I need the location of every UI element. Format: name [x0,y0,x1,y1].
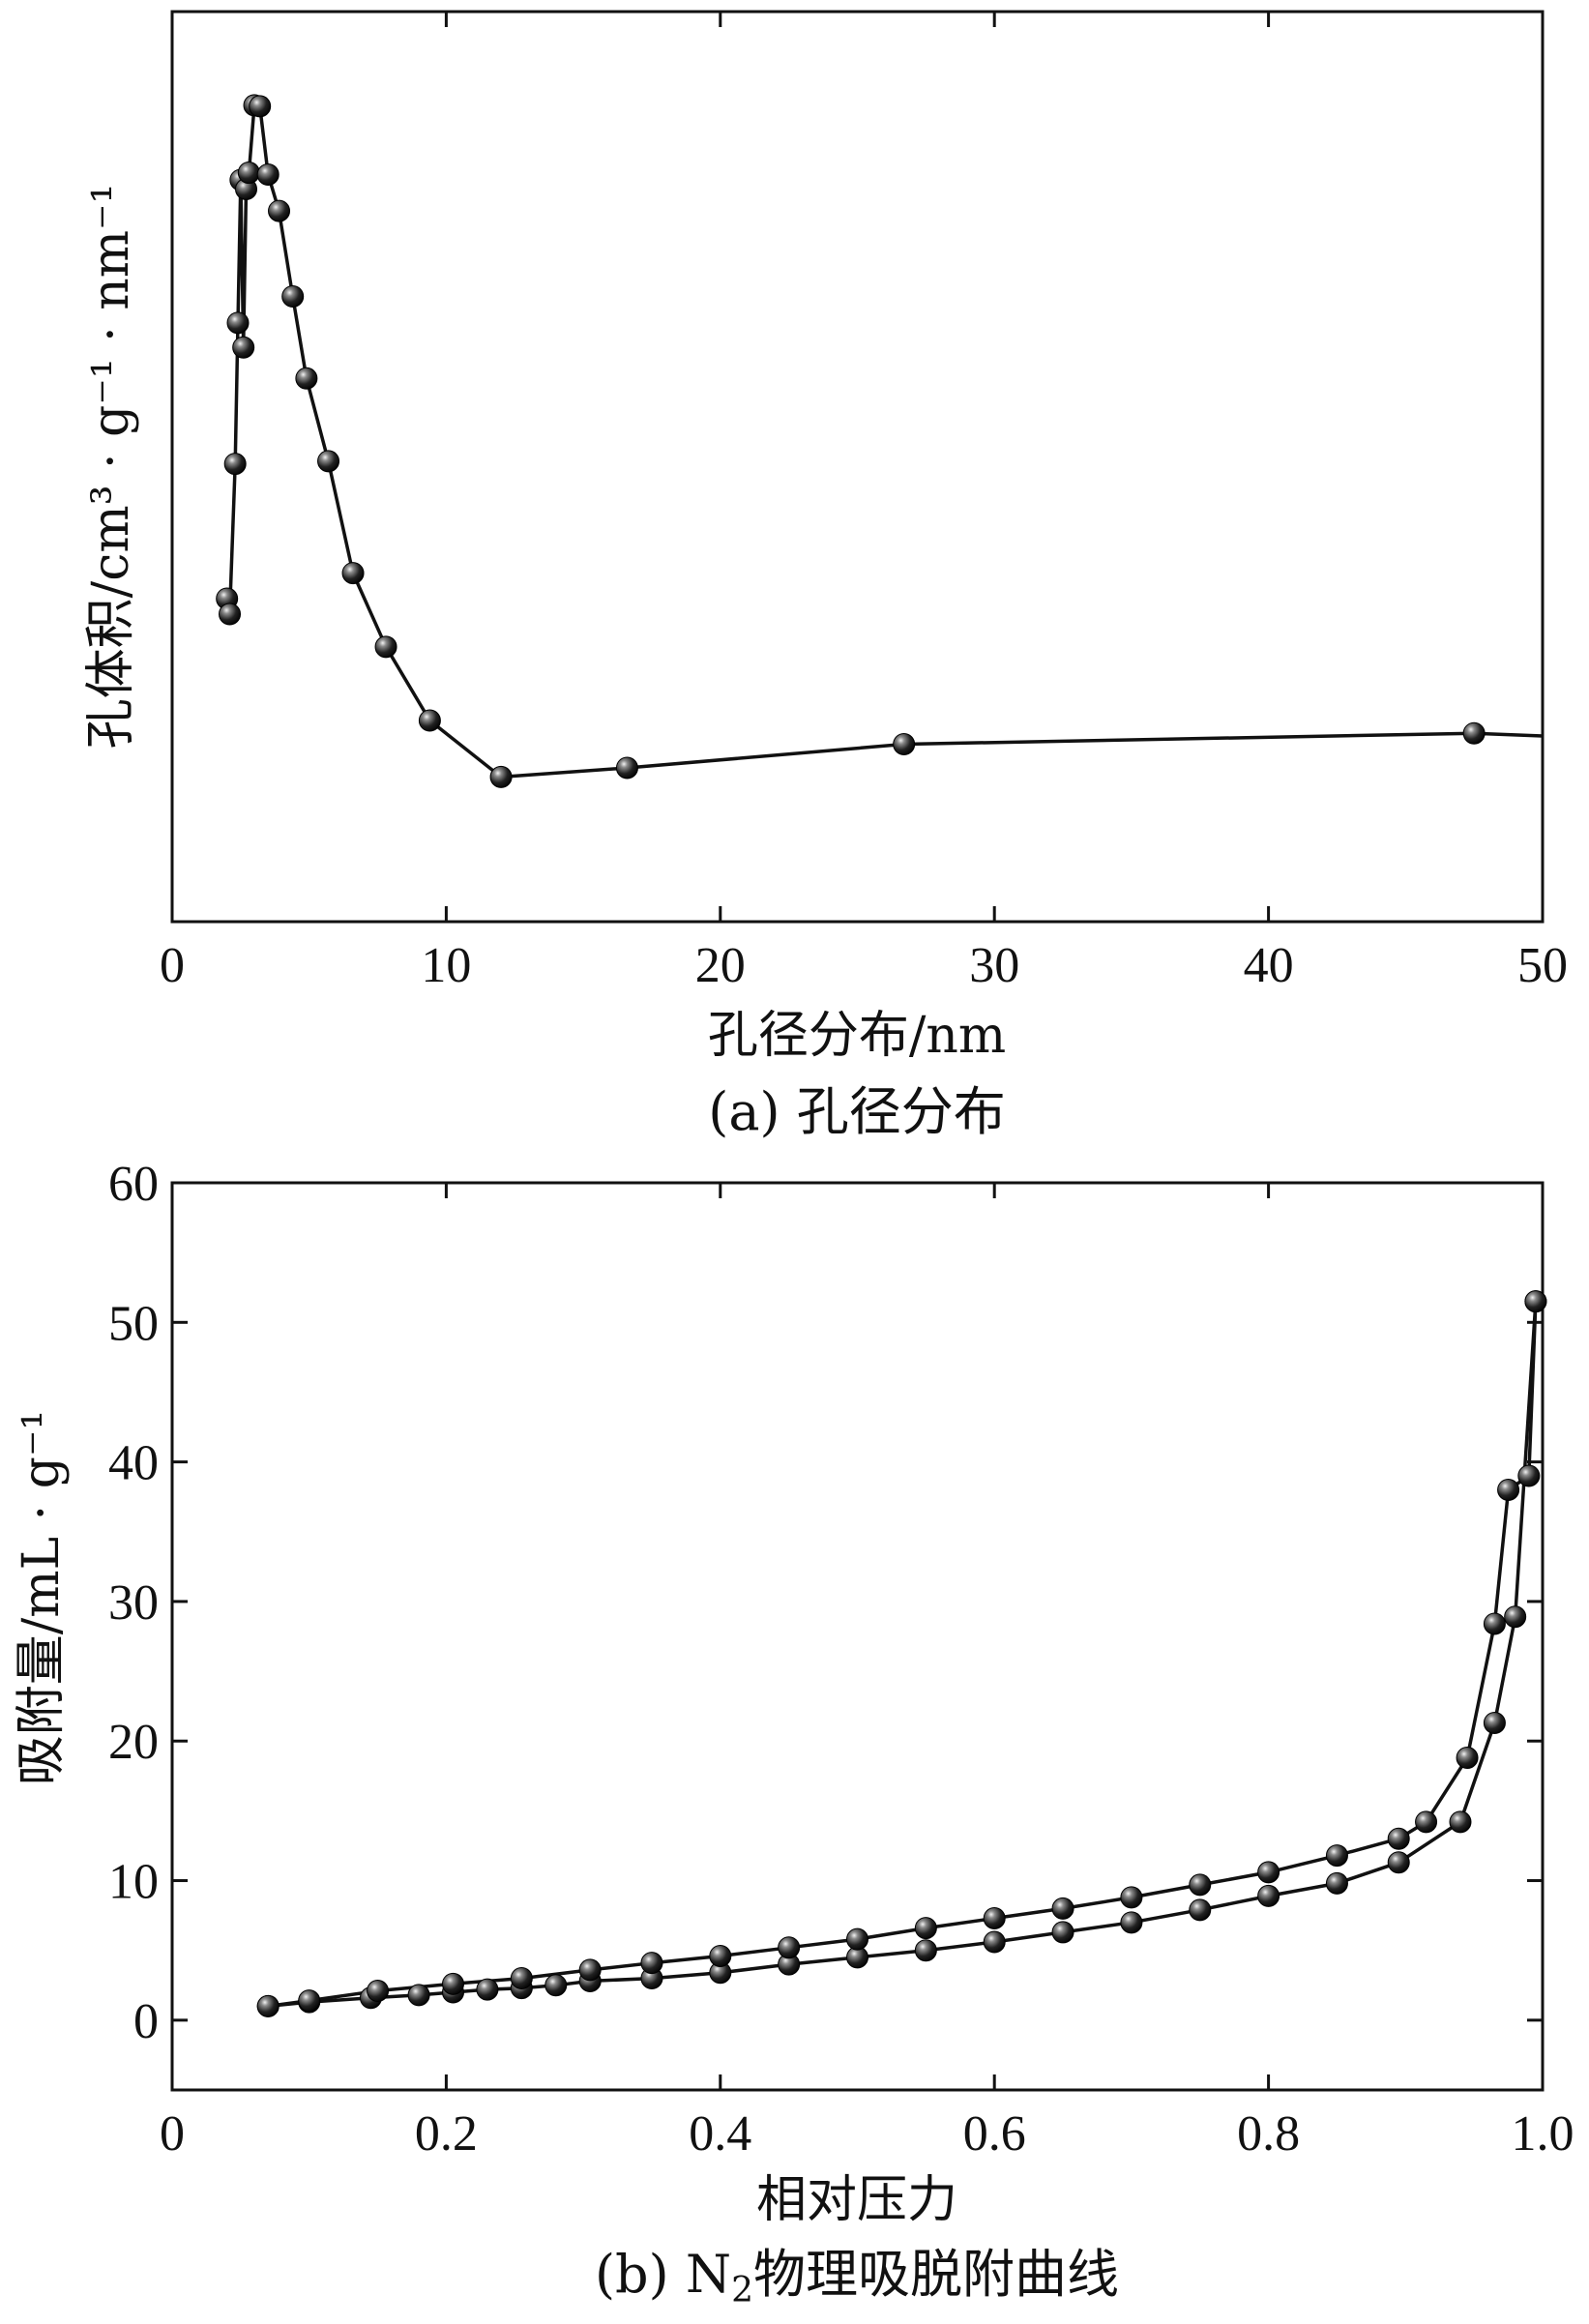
series-line-2 [267,1301,1538,2009]
data-point [281,285,305,309]
data-point [298,1989,321,2013]
data-point [1120,1911,1143,1934]
data-point [237,162,260,185]
data-point [914,1917,937,1940]
data-point [1325,1844,1348,1868]
data-point [249,95,272,118]
x-tick-label: 0 [160,938,185,993]
y-axis-label-b: 吸附量/mL · g⁻¹ [13,1410,71,1786]
x-tick-label: 40 [1244,938,1294,993]
data-point [510,1967,533,1990]
x-tick-label: 30 [969,938,1019,993]
data-point [489,765,513,788]
y-tick-label: 60 [108,1157,159,1212]
data-point [778,1936,801,1959]
series-line-a [224,103,1544,780]
data-point [268,199,291,222]
data-point [1449,1810,1472,1834]
plot-frame-a [170,10,1545,924]
data-point [1524,1290,1547,1313]
data-point [709,1944,732,1967]
data-point [341,562,365,585]
caption-b-suffix: 物理吸脱附曲线 [753,2244,1119,2305]
data-point [1120,1886,1143,1909]
data-point [544,1974,568,1997]
data-point [1517,1464,1541,1487]
data-point [219,603,242,626]
x-tick-label: 0.6 [963,2106,1026,2162]
series-points-b [256,1290,1547,2017]
data-point [1456,1747,1479,1770]
x-tick-label: 20 [695,938,746,993]
data-point [1483,1612,1506,1635]
data-point [1483,1711,1506,1734]
y-tick-label: 40 [108,1436,159,1491]
data-point [1497,1478,1520,1501]
plot-frame-b [170,1181,1545,2092]
x-tick-label: 50 [1517,938,1568,993]
data-point [1051,1897,1074,1920]
panel-b-n2-isotherm: 0 0.2 0.4 0.6 0.8 1.0 0 10 20 30 40 50 60 相对压力 吸附量/m… [13,1157,1574,2310]
data-point [1189,1873,1212,1897]
y-tick-label: 50 [108,1296,159,1351]
data-point [256,162,280,186]
x-axis-ticks-a: 0 10 20 30 40 50 [160,12,1568,993]
y-tick-label: 30 [108,1575,159,1631]
caption-b-prefix: (b) N [595,2244,731,2305]
data-point [640,1952,663,1975]
data-point [317,450,340,473]
data-point [1462,721,1486,745]
x-tick-label: 0.8 [1237,2106,1300,2162]
series-points-a [216,94,1486,788]
x-tick-label: 0.4 [689,2106,751,2162]
data-point [295,367,318,390]
data-point [578,1958,602,1982]
data-point [846,1927,868,1951]
y-tick-label: 0 [133,1994,159,2049]
series-line-1 [268,1301,1538,2009]
data-point [232,336,255,359]
y-tick-label: 10 [108,1855,159,1910]
data-point [1257,1861,1280,1884]
data-point [1189,1898,1212,1922]
caption-b: (b) N2物理吸脱附曲线 [595,2244,1119,2310]
data-point [374,635,397,659]
x-tick-label: 10 [421,938,471,993]
x-axis-label-a: 孔径分布/nm [708,1007,1006,1065]
panel-a-pore-size-distribution: 0 10 20 30 40 50 孔径分布/nm 孔体积/cm³ · g⁻¹ · nm⁻¹… [82,10,1568,1142]
data-point [1504,1605,1527,1629]
data-point [407,1984,430,2007]
y-tick-label: 20 [108,1715,159,1770]
series-lines-b [267,1301,1538,2009]
data-point [1257,1884,1280,1907]
series-line-1 [224,103,1544,780]
data-point [1387,1827,1410,1850]
data-point [223,453,247,476]
axis-ticks-b: 0 0.2 0.4 0.6 0.8 1.0 0 10 20 30 40 50 60 [108,1157,1574,2162]
x-axis-label-b: 相对压力 [756,2171,957,2229]
x-tick-label: 0 [160,2106,185,2162]
data-point [1325,1871,1348,1895]
caption-b-subscript: 2 [731,2271,753,2310]
data-point [418,709,441,732]
data-point [226,311,250,335]
data-point [983,1907,1006,1930]
data-point [1415,1810,1438,1834]
data-point [914,1939,937,1962]
x-tick-label: 0.2 [415,2106,478,2162]
data-point [256,1994,280,2017]
data-point [1051,1921,1074,1944]
data-point [367,1980,390,2003]
y-axis-label-a: 孔体积/cm³ · g⁻¹ · nm⁻¹ [82,184,140,750]
x-tick-label: 1.0 [1512,2106,1574,2162]
caption-a: (a) 孔径分布 [708,1081,1006,1142]
data-point [983,1930,1006,1954]
data-point [615,756,638,780]
data-point [893,733,916,756]
data-point [441,1972,464,1995]
data-point [1387,1851,1410,1874]
data-point [476,1978,499,2001]
